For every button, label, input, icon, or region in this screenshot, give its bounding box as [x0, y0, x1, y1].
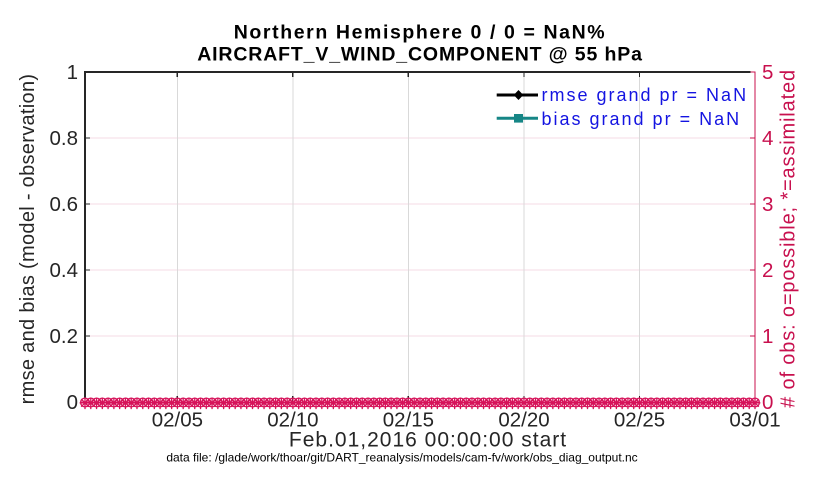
svg-text:02/10: 02/10	[267, 408, 318, 431]
svg-text:0.6: 0.6	[50, 193, 79, 216]
svg-text:02/25: 02/25	[614, 408, 665, 431]
svg-text:3: 3	[762, 193, 773, 216]
svg-text:5: 5	[762, 61, 773, 84]
svg-text:03/01: 03/01	[729, 408, 780, 431]
svg-text:1: 1	[67, 61, 78, 84]
svg-text:rmse and bias (model - observa: rmse and bias (model - observation)	[17, 74, 39, 405]
svg-text:2: 2	[762, 259, 773, 282]
svg-text:0.4: 0.4	[50, 259, 79, 282]
svg-text:rmse grand pr = NaN: rmse grand pr = NaN	[542, 85, 749, 105]
svg-text:4: 4	[762, 127, 773, 150]
svg-text:02/20: 02/20	[498, 408, 549, 431]
svg-text:# of obs: o=possible; *=assimi: # of obs: o=possible; *=assimilated	[778, 69, 800, 408]
svg-text:02/15: 02/15	[383, 408, 434, 431]
svg-text:0.8: 0.8	[50, 127, 79, 150]
svg-text:0: 0	[67, 391, 78, 414]
svg-text:02/05: 02/05	[152, 408, 203, 431]
svg-text:1: 1	[762, 325, 773, 348]
svg-text:bias grand pr = NaN: bias grand pr = NaN	[542, 109, 742, 129]
svg-text:data file: /glade/work/thoar/g: data file: /glade/work/thoar/git/DART_re…	[166, 451, 637, 465]
svg-text:0.2: 0.2	[50, 325, 79, 348]
svg-text:Feb.01,2016 00:00:00 start: Feb.01,2016 00:00:00 start	[289, 429, 567, 452]
svg-text:0: 0	[762, 391, 773, 414]
svg-text:AIRCRAFT_V_WIND_COMPONENT @ 55: AIRCRAFT_V_WIND_COMPONENT @ 55 hPa	[197, 44, 643, 66]
svg-text:Northern Hemisphere 0 / 0 = Na: Northern Hemisphere 0 / 0 = NaN%	[234, 21, 607, 43]
